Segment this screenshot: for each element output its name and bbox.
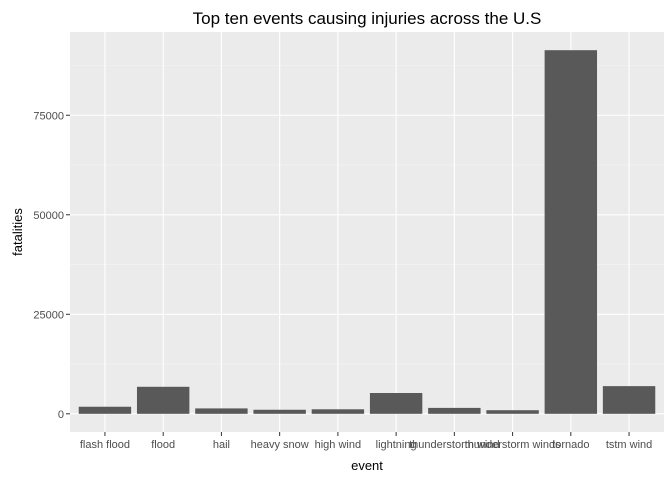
bar-thunderstorm-winds: [486, 410, 539, 414]
bar-heavy-snow: [253, 409, 306, 414]
bar-high-wind: [311, 409, 365, 414]
grid-lines: [70, 32, 664, 432]
bars: [78, 50, 656, 414]
y-tick-label: 25000: [33, 309, 64, 321]
x-tick-label: heavy snow: [251, 439, 309, 451]
chart-title: Top ten events causing injuries across t…: [193, 9, 542, 28]
y-axis-title: fatalities: [10, 208, 25, 256]
x-tick-label: thunderstorm winds: [465, 439, 561, 451]
x-tick-label: hail: [213, 439, 230, 451]
x-tick-label: high wind: [315, 439, 361, 451]
y-tick-label: 50000: [33, 210, 64, 222]
x-tick-label: tstm wind: [606, 439, 652, 451]
bar-tstm-wind: [602, 386, 656, 414]
bar-flood: [136, 386, 190, 414]
x-tick-label: lightning: [376, 439, 417, 451]
x-tick-label: tornado: [552, 439, 589, 451]
y-tick-label: 0: [58, 409, 64, 421]
bar-tornado: [544, 50, 598, 414]
bar-thunderstorm-wind: [428, 407, 481, 414]
bar-hail: [195, 408, 248, 414]
y-axis: 0 25000 50000 75000: [33, 110, 70, 421]
y-tick-label: 75000: [33, 110, 64, 122]
x-tick-label: thunderstorm wind: [409, 439, 500, 451]
bar-lightning: [369, 392, 423, 414]
x-tick-label: flash flood: [80, 439, 130, 451]
x-axis-title: event: [351, 458, 383, 473]
x-tick-label: flood: [151, 439, 175, 451]
bar-flash-flood: [78, 406, 132, 414]
x-axis: flash flood flood hail heavy snow high wind l…: [80, 432, 652, 451]
